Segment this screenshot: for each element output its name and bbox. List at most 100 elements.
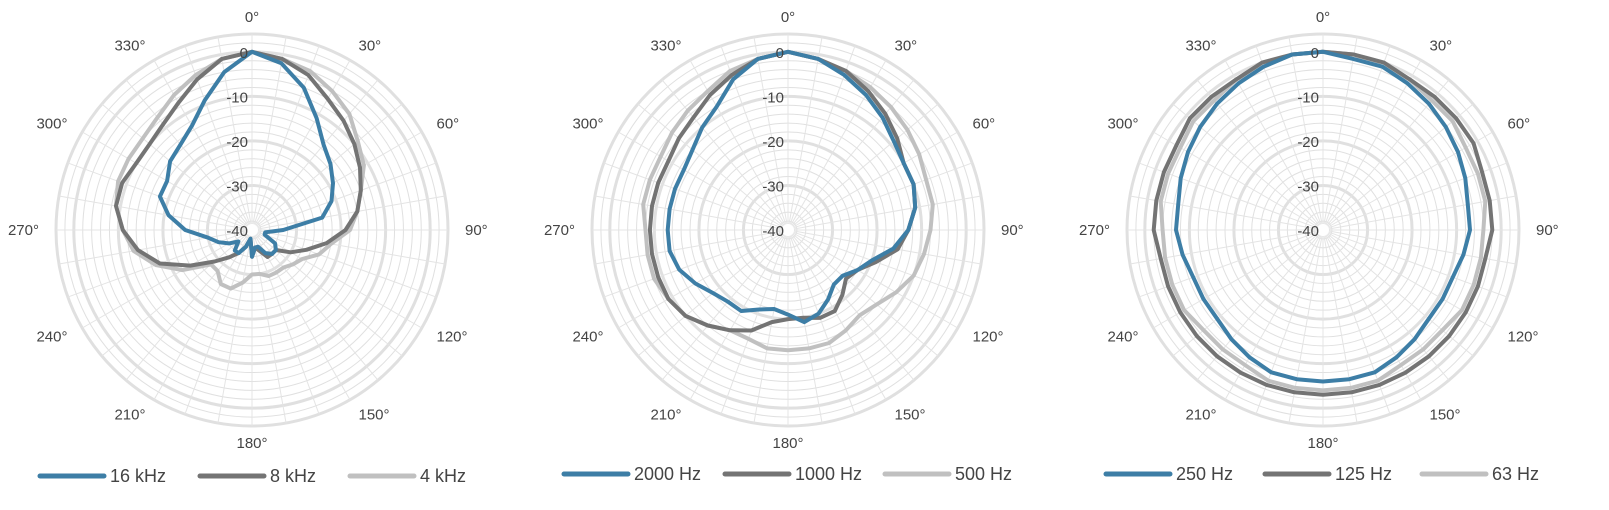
grid-spoke [788, 36, 823, 225]
grid-spoke [256, 233, 403, 357]
grid-spoke [252, 235, 287, 424]
angle-tick-label: 120° [1508, 329, 1539, 346]
grid-spoke [793, 162, 973, 229]
angle-tick-label: 30° [1430, 38, 1453, 55]
grid-spoke [255, 79, 379, 226]
angle-tick-label: 90° [1001, 222, 1024, 239]
r-tick-label: -30 [762, 178, 784, 195]
grid-spoke [257, 230, 446, 265]
grid-spoke [254, 234, 351, 400]
r-tick-label: 0 [1311, 45, 1319, 62]
grid-spoke [217, 36, 252, 225]
grid-spoke [792, 103, 939, 227]
angle-tick-label: 60° [973, 116, 996, 133]
grid-spoke [67, 162, 247, 229]
grid-spoke [792, 232, 958, 329]
angle-tick-label: 60° [437, 116, 460, 133]
grid-spoke [637, 103, 784, 227]
r-tick-label: -10 [1297, 89, 1319, 106]
angle-tick-label: 120° [973, 329, 1004, 346]
grid-spoke [125, 79, 249, 226]
angle-tick-label: 210° [1185, 407, 1216, 424]
legend-label: 500 Hz [955, 464, 1012, 484]
grid-spoke [792, 233, 939, 357]
legend: 2000 Hz 1000 Hz 500 Hz [561, 464, 1012, 484]
angle-tick-label: 300° [572, 116, 603, 133]
angle-tick-label: 120° [437, 329, 468, 346]
grid-spoke [254, 60, 351, 226]
grid-spoke [1255, 45, 1322, 225]
grid-spoke [594, 230, 783, 265]
series-line-125-hz [1151, 49, 1495, 397]
grid-spoke [793, 195, 982, 230]
grid-spoke [101, 103, 248, 227]
grid-spoke [257, 162, 437, 229]
legend-label: 16 kHz [110, 466, 166, 486]
grid-spoke [788, 235, 823, 424]
legend-label: 63 Hz [1492, 464, 1539, 484]
grid-spoke [790, 234, 887, 400]
angle-tick-label: 270° [544, 222, 575, 239]
r-tick-label: -10 [762, 89, 784, 106]
grid-spoke [603, 231, 783, 298]
polar-grid [1125, 32, 1521, 428]
angle-tick-label: 330° [114, 38, 145, 55]
legend-label: 250 Hz [1176, 464, 1233, 484]
r-tick-label: -30 [226, 178, 248, 195]
grid-spoke [618, 131, 784, 228]
angle-tick-label: 330° [650, 38, 681, 55]
grid-spoke [58, 230, 247, 265]
grid-spoke [1324, 45, 1391, 225]
series-line-250-hz [1174, 49, 1472, 384]
legend: 16 kHz 8 kHz 4 kHz [37, 466, 466, 486]
grid-spoke [255, 234, 379, 381]
angle-tick-label: 210° [114, 407, 145, 424]
angle-tick-label: 150° [1430, 407, 1461, 424]
grid-spoke [1224, 60, 1321, 226]
series-line-16-khz [157, 49, 335, 259]
legend-label: 2000 Hz [634, 464, 701, 484]
angle-tick-label: 270° [1079, 222, 1110, 239]
grid-spoke [153, 234, 250, 400]
grid-spoke [689, 60, 786, 226]
grid-spoke [153, 60, 250, 226]
angle-tick-label: 30° [895, 38, 918, 55]
grid-spoke [618, 232, 784, 329]
polar-grid [54, 32, 450, 428]
grid-spoke [257, 195, 446, 230]
angle-tick-label: 180° [772, 435, 803, 452]
angle-tick-label: 210° [650, 407, 681, 424]
angle-tick-label: 60° [1508, 116, 1531, 133]
grid-spoke [256, 131, 422, 228]
r-tick-label: -10 [226, 89, 248, 106]
grid-spoke [252, 36, 287, 225]
angle-tick-label: 90° [465, 222, 488, 239]
grid-spoke [82, 131, 248, 228]
angle-tick-label: 330° [1185, 38, 1216, 55]
grid-spoke [58, 195, 247, 230]
angle-tick-label: 0° [781, 9, 795, 26]
angle-tick-label: 0° [245, 9, 259, 26]
angle-tick-label: 240° [1107, 329, 1138, 346]
angle-tick-label: 180° [236, 435, 267, 452]
grid-spoke [257, 231, 437, 298]
grid-spoke [793, 230, 982, 265]
grid-spoke [594, 195, 783, 230]
series-line-500-hz [641, 49, 935, 353]
r-tick-label: -20 [762, 134, 784, 151]
grid-spoke [792, 131, 958, 228]
r-tick-label: -30 [1297, 178, 1319, 195]
grid-spoke [82, 232, 248, 329]
angle-tick-label: 0° [1316, 9, 1330, 26]
r-tick-label: -40 [1297, 223, 1319, 240]
legend-label: 1000 Hz [795, 464, 862, 484]
grid-spoke [789, 235, 856, 415]
grid-spoke [637, 233, 784, 357]
r-tick-label: 0 [240, 45, 248, 62]
legend-label: 4 kHz [420, 466, 466, 486]
r-tick-label: 0 [776, 45, 784, 62]
angle-tick-label: 270° [8, 222, 39, 239]
angle-tick-label: 240° [36, 329, 67, 346]
grid-spoke [720, 235, 787, 415]
